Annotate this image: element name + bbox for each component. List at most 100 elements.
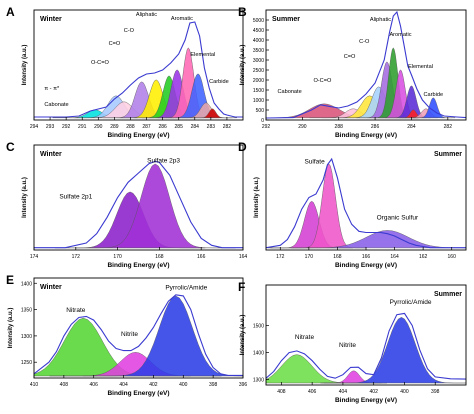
plot-frame bbox=[265, 144, 467, 251]
x-axis-title: Binding Energy (eV) bbox=[107, 262, 169, 269]
envelope-line bbox=[34, 294, 243, 376]
peak-annotation: Elemental bbox=[190, 52, 215, 58]
peak-2 bbox=[75, 163, 236, 249]
x-axis-title: Binding Energy (eV) bbox=[335, 132, 397, 139]
panel-f: F Summer 408 406 404 402 400 398 1300 1400 1500 Bin… bbox=[238, 280, 467, 404]
x-tick-label: 172 bbox=[276, 254, 285, 260]
y-tick-label: 1300 bbox=[21, 334, 32, 340]
y-tick-label: 1250 bbox=[21, 360, 32, 366]
x-tick-label: 404 bbox=[339, 389, 348, 395]
x-tick-label: 168 bbox=[333, 254, 342, 260]
season-label: Summer bbox=[272, 16, 300, 23]
x-tick-label: 284 bbox=[407, 124, 416, 130]
plot-frame bbox=[33, 144, 244, 251]
x-tick-label: 288 bbox=[335, 124, 344, 130]
x-tick-label: 162 bbox=[419, 254, 428, 260]
season-label: Summer bbox=[434, 151, 462, 158]
y-tick-label: 1000 bbox=[253, 98, 264, 104]
peak-annotation: Aliphatic bbox=[370, 17, 391, 23]
y-tick-label: 1400 bbox=[21, 281, 32, 287]
peak-annotation: π - π* bbox=[44, 86, 60, 92]
peak-annotation: C=O bbox=[109, 41, 121, 47]
peak-components bbox=[52, 47, 237, 118]
x-tick-label: 400 bbox=[400, 389, 409, 395]
peak-3 bbox=[267, 230, 466, 249]
panel-letter: B bbox=[238, 5, 247, 19]
x-tick-label: 290 bbox=[298, 124, 307, 130]
y-tick-label: 3000 bbox=[253, 58, 264, 64]
panel-d: D Summer 172 170 168 166 164 162 160 Binding Ener… bbox=[238, 140, 467, 269]
peak-3 bbox=[323, 317, 466, 384]
peak-annotation: O-C=O bbox=[313, 78, 332, 84]
x-tick-label: 289 bbox=[110, 124, 119, 130]
x-tick-label: 283 bbox=[207, 124, 216, 130]
y-tick-label: 1400 bbox=[253, 351, 264, 357]
peak-annotation: Pyrrolic/Amide bbox=[390, 299, 432, 306]
x-tick-label: 292 bbox=[262, 124, 271, 130]
peak-11 bbox=[193, 108, 232, 118]
y-tick-label: 1500 bbox=[253, 324, 264, 330]
envelope-line bbox=[34, 21, 243, 118]
panel-letter: D bbox=[238, 140, 247, 154]
y-tick-label: 5000 bbox=[253, 18, 264, 24]
peak-components bbox=[54, 163, 236, 249]
peak-annotation: Cabonate bbox=[44, 102, 68, 108]
peak-annotation: Nitrate bbox=[66, 307, 86, 314]
panel-letter: C bbox=[6, 140, 15, 154]
y-tick-label: 3500 bbox=[253, 48, 264, 54]
x-tick-label: 170 bbox=[305, 254, 314, 260]
x-tick-label: 285 bbox=[175, 124, 184, 130]
peak-annotation: Nitrite bbox=[339, 342, 356, 349]
x-axis-title: Binding Energy (eV) bbox=[335, 397, 397, 404]
x-tick-label: 288 bbox=[126, 124, 135, 130]
x-tick-label: 408 bbox=[277, 389, 286, 395]
x-tick-label: 293 bbox=[46, 124, 55, 130]
peak-annotation: Carbide bbox=[209, 79, 229, 85]
x-tick-label: 290 bbox=[94, 124, 103, 130]
peak-annotation: Organic Sulfur bbox=[377, 215, 419, 222]
panel-letter: A bbox=[6, 5, 15, 19]
x-tick-label: 287 bbox=[142, 124, 151, 130]
x-tick-label: 164 bbox=[390, 254, 399, 260]
x-tick-label: 166 bbox=[197, 254, 206, 260]
x-tick-label: 282 bbox=[444, 124, 453, 130]
panel-letter: E bbox=[6, 273, 14, 287]
y-tick-label: 500 bbox=[256, 108, 265, 114]
envelope-line bbox=[266, 312, 466, 380]
x-tick-label: 406 bbox=[308, 389, 317, 395]
x-tick-label: 168 bbox=[155, 254, 164, 260]
y-tick-label: 4500 bbox=[253, 28, 264, 34]
y-tick-label: 2500 bbox=[253, 68, 264, 74]
panel-b: B Summer 292 290 288 286 284 282 0 500 1000 1500 200… bbox=[238, 5, 467, 139]
peak-11 bbox=[411, 97, 456, 118]
peak-annotation: Elemental bbox=[408, 64, 433, 70]
y-axis-title: Intensity (a.u.) bbox=[22, 177, 28, 218]
x-tick-label: 286 bbox=[371, 124, 380, 130]
y-tick-label: 0 bbox=[261, 118, 264, 124]
x-tick-label: 292 bbox=[62, 124, 71, 130]
peak-annotation: C-O bbox=[124, 28, 135, 34]
peak-annotation: Aliphatic bbox=[136, 12, 157, 18]
envelope-line bbox=[266, 157, 466, 249]
x-axis-title: Binding Energy (eV) bbox=[107, 132, 169, 139]
x-tick-label: 402 bbox=[149, 382, 158, 388]
peak-annotation: C-O bbox=[359, 39, 370, 45]
y-axis-title: Intensity (a.u.) bbox=[8, 308, 14, 349]
x-tick-label: 282 bbox=[223, 124, 232, 130]
x-tick-label: 410 bbox=[30, 382, 39, 388]
envelope-line bbox=[266, 10, 466, 119]
x-tick-label: 160 bbox=[448, 254, 457, 260]
peak-annotation: Sulfate 2p1 bbox=[59, 194, 92, 201]
x-tick-label: 398 bbox=[209, 382, 218, 388]
x-tick-label: 164 bbox=[239, 254, 248, 260]
x-tick-label: 398 bbox=[431, 389, 440, 395]
peak-annotation: Aromatic bbox=[389, 32, 411, 38]
panel-c: C Winter 174 172 170 168 166 164 Binding Energy … bbox=[6, 140, 247, 269]
panel-letter: F bbox=[238, 280, 245, 294]
x-tick-label: 172 bbox=[72, 254, 81, 260]
season-label: Winter bbox=[40, 16, 62, 23]
peak-annotation: Pyrrolic/Amide bbox=[165, 285, 207, 292]
peak-annotation: Sulfate 2p3 bbox=[147, 158, 180, 165]
peak-3 bbox=[82, 295, 243, 377]
peak-components bbox=[267, 163, 466, 249]
